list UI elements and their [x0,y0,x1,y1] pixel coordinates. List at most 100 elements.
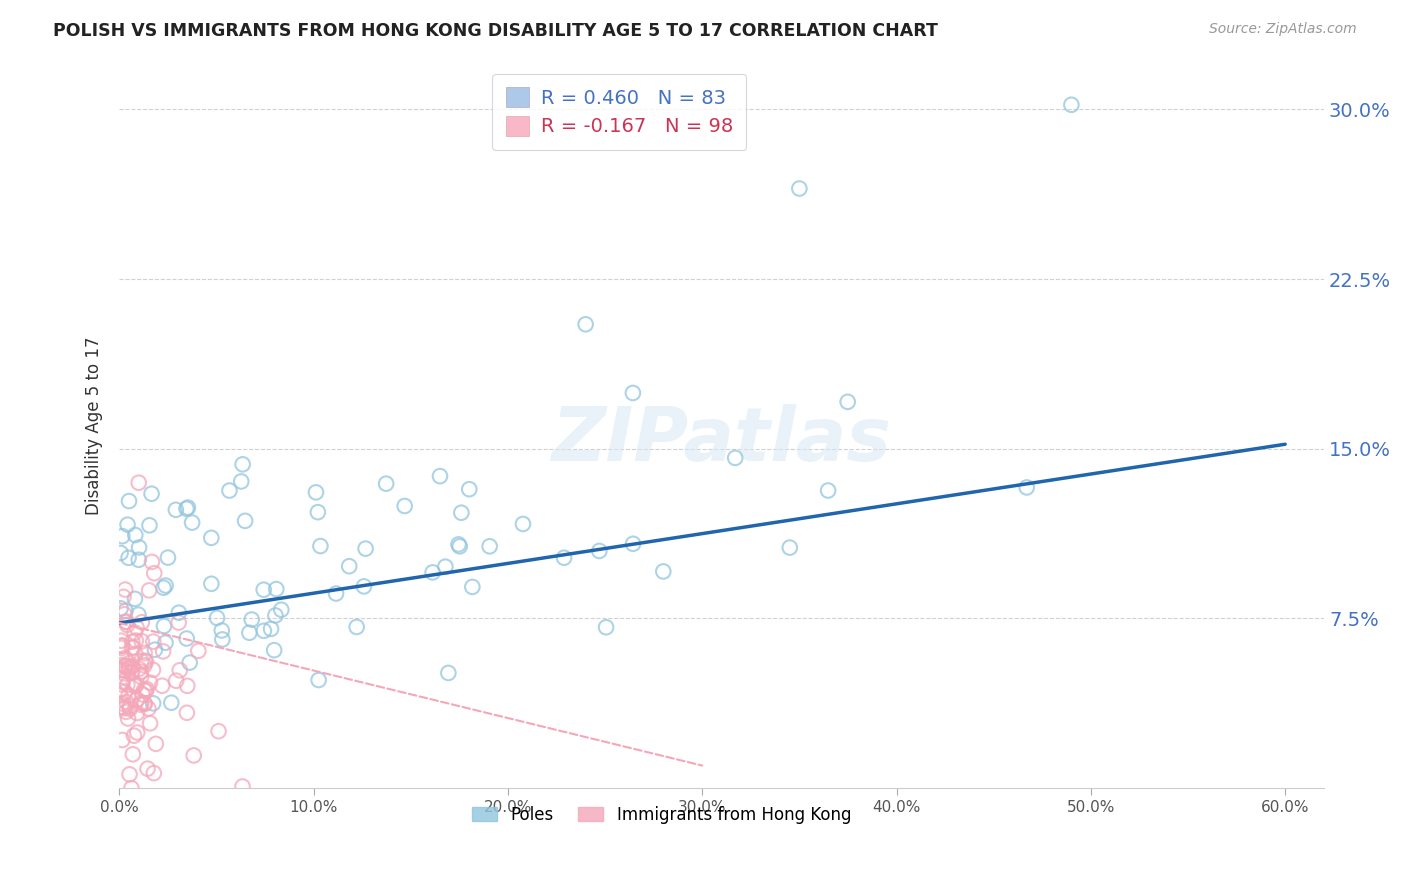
Point [187,644,209,658]
Point [128,662,150,676]
Point [111,640,134,655]
Point [111,674,134,689]
Point [117,550,139,565]
Point [121,665,143,680]
Point [118,661,141,675]
Point [211,624,233,638]
Point [108,683,131,698]
Point [129,670,152,684]
Point [134,697,156,711]
Text: ZIPatlas: ZIPatlas [551,404,891,477]
Point [434,559,457,574]
Point [114,651,136,665]
Point [308,673,330,687]
Point [1060,97,1083,112]
Point [111,639,134,653]
Point [260,622,283,636]
Point [553,550,575,565]
Point [122,640,145,655]
Point [200,531,222,545]
Point [117,517,139,532]
Point [143,642,166,657]
Point [121,634,143,648]
Point [128,553,150,567]
Point [139,716,162,731]
Point [125,692,148,706]
Point [429,469,451,483]
Point [652,565,675,579]
Point [110,546,132,560]
Point [111,733,134,747]
Point [305,485,328,500]
Point [121,659,143,673]
Point [837,394,859,409]
Point [117,678,139,692]
Point [211,632,233,647]
Point [122,729,145,743]
Point [134,697,156,711]
Point [169,663,191,677]
Point [253,582,276,597]
Point [114,604,136,618]
Point [138,583,160,598]
Point [125,677,148,691]
Point [307,505,329,519]
Point [155,578,177,592]
Point [124,591,146,606]
Point [114,685,136,699]
Point [512,516,534,531]
Point [115,615,138,629]
Point [231,475,253,489]
Point [181,516,204,530]
Point [337,559,360,574]
Point [155,636,177,650]
Point [176,632,198,646]
Point [134,646,156,660]
Point [183,748,205,763]
Point [153,619,176,633]
Point [112,590,135,604]
Point [724,450,747,465]
Point [458,482,481,496]
Point [205,611,228,625]
Point [621,537,644,551]
Point [120,665,142,680]
Point [131,615,153,630]
Point [266,582,288,596]
Point [129,698,152,712]
Point [450,506,472,520]
Point [138,518,160,533]
Point [112,663,135,677]
Point [124,679,146,693]
Point [117,689,139,703]
Point [167,615,190,630]
Point [240,613,263,627]
Point [179,656,201,670]
Point [117,711,139,725]
Point [114,659,136,673]
Point [141,555,163,569]
Point [134,654,156,668]
Point [112,607,135,622]
Point [114,701,136,715]
Point [238,625,260,640]
Point [176,679,198,693]
Point [160,696,183,710]
Point [165,503,187,517]
Point [132,682,155,697]
Point [461,580,484,594]
Point [131,687,153,701]
Point [253,624,276,638]
Point [138,701,160,715]
Point [118,657,141,671]
Point [779,541,801,555]
Point [478,539,501,553]
Point [118,767,141,781]
Point [115,618,138,632]
Point [125,633,148,648]
Point [110,601,132,615]
Point [136,762,159,776]
Point [142,634,165,648]
Point [125,621,148,635]
Point [143,566,166,581]
